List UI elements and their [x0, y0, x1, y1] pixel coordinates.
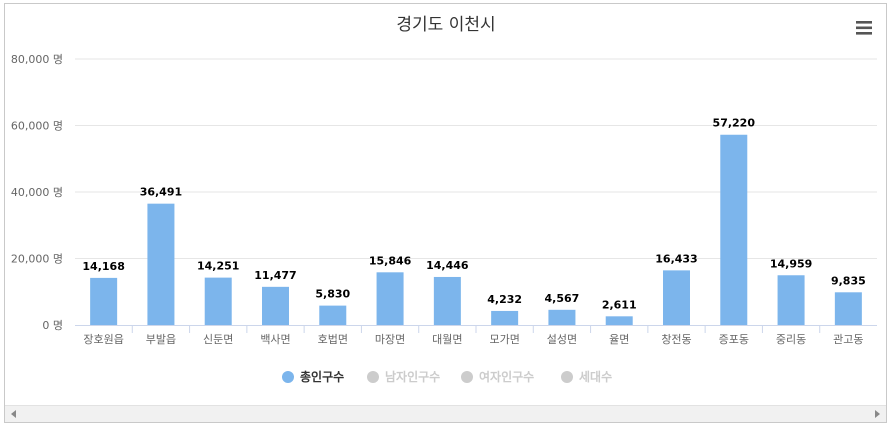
data-label: 5,830: [315, 288, 350, 301]
bar[interactable]: [777, 275, 805, 325]
x-tick-label: 율면: [609, 333, 629, 346]
legend-label: 총인구수: [300, 369, 344, 384]
x-tick-label: 부발읍: [146, 333, 176, 346]
bar[interactable]: [433, 276, 461, 325]
chart-title: 경기도 이천시: [396, 15, 495, 35]
bar[interactable]: [262, 286, 289, 325]
y-tick-label: 80,000 명: [11, 53, 63, 66]
data-label: 14,168: [82, 260, 124, 273]
grid-lines: [75, 58, 877, 259]
data-label: 16,433: [655, 252, 697, 265]
data-label: 4,567: [545, 292, 580, 305]
scroll-left-arrow-icon[interactable]: [11, 410, 16, 418]
legend-marker: [367, 371, 379, 383]
legend-marker: [282, 371, 294, 383]
bar-chart: 경기도 이천시 0 명 20,000 명 40,000 명 60,000 명 80,00…: [11, 15, 877, 384]
data-label: 57,220: [713, 117, 756, 130]
data-labels: 14,168 36,491 14,251 11,477 5,830 15,846 14,44…: [82, 117, 865, 312]
legend-marker: [461, 371, 473, 383]
bar[interactable]: [663, 270, 690, 325]
data-label: 4,232: [487, 293, 522, 306]
bar[interactable]: [90, 277, 118, 325]
data-label: 2,611: [602, 298, 637, 311]
data-label: 15,846: [369, 254, 412, 267]
x-tick-label: 신둔면: [203, 333, 233, 346]
y-tick-label: 40,000 명: [11, 186, 63, 199]
x-axis: 장호원읍 부발읍 신둔면 백사면 호법면 마장면 대월면 모가면 설성면 율면 창전동 증포동 중리동 관…: [75, 325, 877, 346]
x-tick-label: 증포동: [719, 333, 749, 346]
bar[interactable]: [491, 310, 519, 325]
data-label: 11,477: [254, 269, 296, 282]
data-label: 14,446: [426, 259, 469, 272]
x-tick-label: 호법면: [318, 333, 348, 346]
horizontal-scrollbar[interactable]: [5, 405, 886, 422]
data-label: 14,251: [197, 260, 239, 273]
legend-label: 세대수: [579, 369, 612, 384]
bar[interactable]: [204, 277, 232, 325]
bar[interactable]: [319, 305, 347, 325]
scroll-right-arrow-icon[interactable]: [875, 410, 880, 418]
data-label: 9,835: [831, 274, 866, 287]
y-tick-label: 60,000 명: [11, 120, 63, 133]
legend-item[interactable]: 총인구수: [282, 369, 344, 384]
bar[interactable]: [548, 309, 576, 325]
bar[interactable]: [376, 272, 404, 325]
x-tick-label: 마장면: [375, 333, 405, 346]
y-axis-labels: 0 명 20,000 명 40,000 명 60,000 명 80,000 명: [11, 53, 63, 332]
bar[interactable]: [720, 134, 748, 325]
hamburger-menu-icon[interactable]: [851, 18, 875, 38]
bar[interactable]: [605, 316, 633, 325]
data-label: 36,491: [140, 186, 182, 199]
legend-label: 남자인구수: [385, 369, 440, 384]
legend-item[interactable]: 세대수: [561, 369, 612, 384]
y-tick-label: 20,000 명: [11, 253, 63, 266]
legend-item[interactable]: 남자인구수: [367, 369, 440, 384]
bar[interactable]: [834, 292, 862, 325]
x-tick-label: 설성면: [547, 333, 577, 346]
bar[interactable]: [147, 203, 175, 325]
legend-marker: [561, 371, 573, 383]
x-tick-label: 장호원읍: [83, 333, 123, 346]
bars: [90, 134, 862, 325]
y-tick-label: 0 명: [42, 319, 63, 332]
legend-label: 여자인구수: [479, 369, 534, 384]
x-tick-label: 모가면: [489, 333, 519, 346]
x-tick-label: 관고동: [833, 333, 863, 346]
x-tick-label: 중리동: [776, 333, 806, 346]
legend-item[interactable]: 여자인구수: [461, 369, 534, 384]
x-tick-label: 창전동: [661, 333, 691, 346]
legend: 총인구수 남자인구수 여자인구수 세대수: [282, 369, 612, 384]
x-tick-label: 백사면: [260, 333, 290, 346]
data-label: 14,959: [770, 257, 812, 270]
x-tick-label: 대월면: [432, 333, 462, 346]
